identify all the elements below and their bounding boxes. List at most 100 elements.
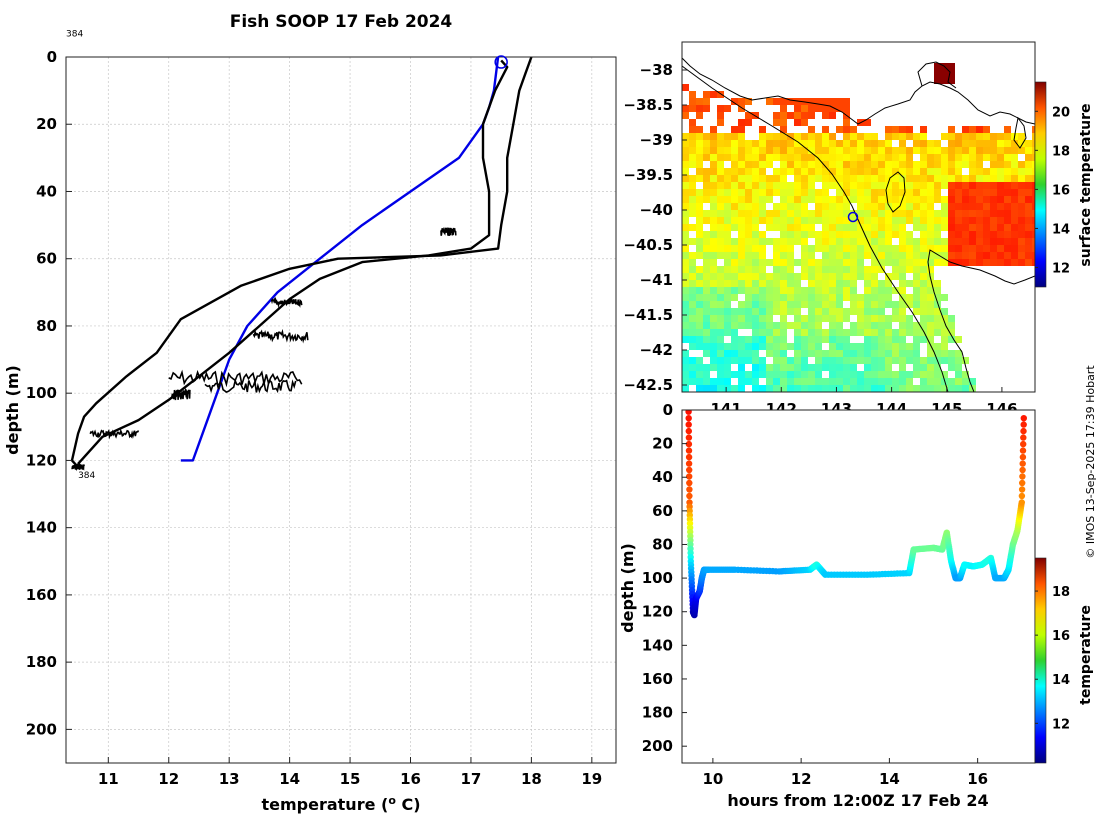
sst-cell — [717, 182, 724, 189]
sst-cell — [927, 210, 934, 217]
section-colorbar-tick-label: 14 — [1052, 673, 1070, 688]
sst-cell — [941, 308, 948, 315]
sst-cell — [843, 119, 850, 126]
sst-cell — [885, 280, 892, 287]
sst-cell — [857, 266, 864, 273]
sst-cell — [780, 182, 787, 189]
sst-cell — [920, 161, 927, 168]
sst-cell — [934, 245, 941, 252]
sst-cell — [878, 322, 885, 329]
section-tick-label-y: 60 — [652, 502, 673, 520]
sst-cell — [745, 357, 752, 364]
sst-cell — [682, 364, 689, 371]
sst-cell — [885, 147, 892, 154]
sst-cell — [892, 252, 899, 259]
sst-cell — [717, 371, 724, 378]
sst-cell — [976, 168, 983, 175]
sst-cell — [983, 147, 990, 154]
sst-cell — [794, 343, 801, 350]
map-colorbar-label: surface temperature — [1078, 103, 1094, 266]
sst-cell — [892, 329, 899, 336]
sst-cell — [836, 238, 843, 245]
sst-cell — [773, 245, 780, 252]
sst-cell — [836, 336, 843, 343]
sst-cell — [731, 238, 738, 245]
sst-cell — [990, 238, 997, 245]
sst-cell — [997, 231, 1004, 238]
sst-cell — [745, 266, 752, 273]
sst-cell — [878, 189, 885, 196]
section-colorbar-tick-label: 12 — [1052, 717, 1070, 732]
sst-cell — [843, 168, 850, 175]
sst-cell — [780, 175, 787, 182]
sst-cell — [752, 238, 759, 245]
sst-cell — [913, 259, 920, 266]
sst-cell — [808, 105, 815, 112]
sst-cell — [710, 175, 717, 182]
sst-cell — [892, 154, 899, 161]
credit-text: © IMOS 13-Sep-2025 17:39 Hobart — [1084, 365, 1097, 559]
sst-cell — [773, 154, 780, 161]
sst-cell — [759, 126, 766, 133]
sst-cell — [997, 133, 1004, 140]
sst-cell — [955, 140, 962, 147]
profile-series — [70, 57, 533, 469]
section-point — [686, 492, 693, 500]
section-point — [1019, 447, 1027, 454]
sst-cell — [1032, 140, 1035, 147]
sst-cell — [920, 266, 927, 273]
sst-cell — [738, 336, 745, 343]
sst-cell — [997, 189, 1004, 196]
sst-cell — [913, 238, 920, 245]
sst-cell — [934, 182, 941, 189]
coastline-flinders-island — [1013, 116, 1027, 149]
sst-cell — [906, 182, 913, 189]
sst-cell — [815, 378, 822, 385]
sst-cell — [801, 133, 808, 140]
sst-cell — [815, 294, 822, 301]
sst-cell — [780, 140, 787, 147]
sst-cell — [983, 238, 990, 245]
sst-cell — [829, 140, 836, 147]
sst-cell — [850, 168, 857, 175]
sst-cell — [857, 175, 864, 182]
sst-cell — [948, 329, 955, 336]
sst-cell — [948, 385, 955, 392]
sst-cell — [976, 182, 983, 189]
section-point — [1020, 440, 1027, 448]
sst-cell — [962, 182, 969, 189]
section-tick-label-x: 14 — [879, 770, 900, 788]
sst-cell — [990, 147, 997, 154]
sst-cell — [885, 322, 892, 329]
sst-cell — [689, 308, 696, 315]
sst-cell — [843, 350, 850, 357]
profile-tick-label-y: 120 — [26, 451, 57, 469]
sst-cell — [801, 245, 808, 252]
sst-cell — [759, 238, 766, 245]
sst-cell — [696, 203, 703, 210]
sst-cell — [710, 231, 717, 238]
sst-cell — [710, 161, 717, 168]
sst-cell — [857, 343, 864, 350]
sst-cell — [955, 224, 962, 231]
sst-cell — [717, 322, 724, 329]
profile-tick-label-x: 15 — [340, 770, 361, 788]
sst-cell — [948, 133, 955, 140]
sst-cell — [738, 385, 745, 392]
sst-cell — [920, 140, 927, 147]
sst-cell — [689, 203, 696, 210]
sst-cell — [997, 175, 1004, 182]
sst-cell — [822, 336, 829, 343]
sst-cell — [836, 343, 843, 350]
sst-cell — [710, 259, 717, 266]
sst-cell — [983, 224, 990, 231]
sst-cell — [871, 252, 878, 259]
sst-cell — [752, 301, 759, 308]
sst-cell — [724, 364, 731, 371]
sst-cell — [990, 252, 997, 259]
sst-cell — [696, 238, 703, 245]
sst-cell — [962, 252, 969, 259]
sst-cell — [850, 224, 857, 231]
sst-cell — [878, 350, 885, 357]
sst-cell — [696, 231, 703, 238]
